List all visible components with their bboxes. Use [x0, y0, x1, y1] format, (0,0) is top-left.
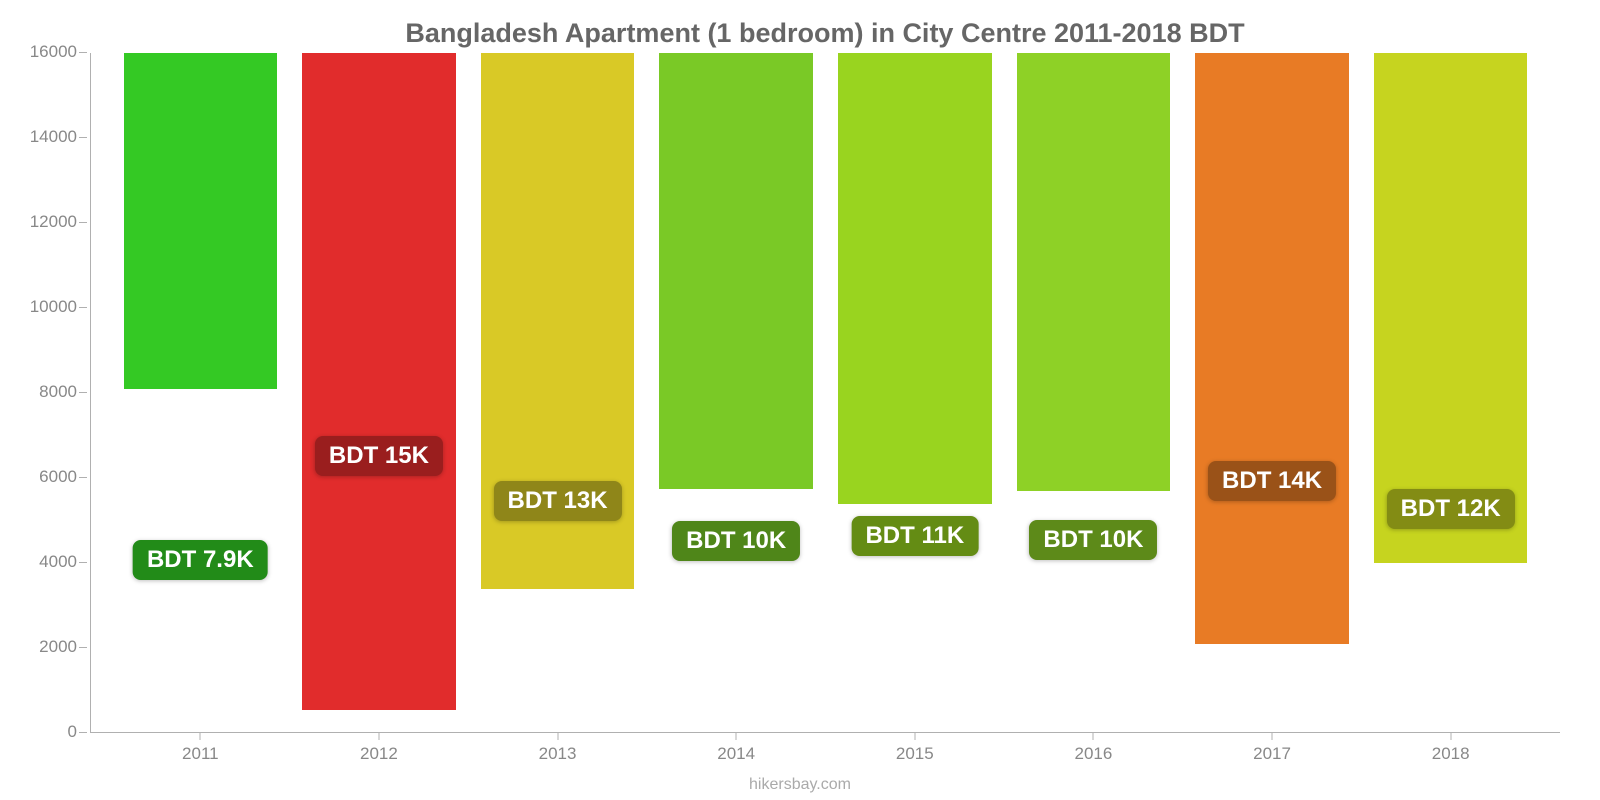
y-tick	[79, 732, 87, 733]
bar	[1195, 53, 1349, 644]
y-tick	[79, 307, 87, 308]
bar-value-label: BDT 10K	[1029, 520, 1157, 560]
bar	[124, 53, 278, 389]
y-tick	[79, 477, 87, 478]
x-tick	[200, 732, 201, 740]
y-tick-label: 14000	[30, 127, 77, 147]
bar	[1017, 53, 1171, 491]
bars-group: BDT 7.9K2011BDT 15K2012BDT 13K2013BDT 10…	[91, 53, 1560, 732]
bar-slot: BDT 15K2012	[290, 53, 469, 732]
y-tick-label: 0	[68, 722, 77, 742]
x-tick	[557, 732, 558, 740]
x-tick	[736, 732, 737, 740]
x-tick-label: 2012	[360, 744, 398, 764]
x-tick-label: 2014	[717, 744, 755, 764]
x-tick-label: 2018	[1432, 744, 1470, 764]
x-tick	[1450, 732, 1451, 740]
bar	[659, 53, 813, 489]
y-tick-label: 6000	[39, 467, 77, 487]
y-tick	[79, 392, 87, 393]
plot-area: BDT 7.9K2011BDT 15K2012BDT 13K2013BDT 10…	[90, 53, 1560, 733]
x-tick-label: 2015	[896, 744, 934, 764]
bar	[302, 53, 456, 710]
y-tick-label: 10000	[30, 297, 77, 317]
chart-footer: hikersbay.com	[0, 776, 1600, 794]
chart-container: Bangladesh Apartment (1 bedroom) in City…	[0, 0, 1600, 800]
bar-value-label: BDT 15K	[315, 436, 443, 476]
bar-slot: BDT 12K2018	[1361, 53, 1540, 732]
bar-value-label: BDT 11K	[851, 516, 978, 556]
bar-slot: BDT 14K2017	[1183, 53, 1362, 732]
bar-value-label: BDT 14K	[1208, 461, 1336, 501]
y-tick	[79, 222, 87, 223]
bar-value-label: BDT 12K	[1387, 489, 1515, 529]
y-tick	[79, 52, 87, 53]
chart-title: Bangladesh Apartment (1 bedroom) in City…	[90, 10, 1560, 53]
bar-value-label: BDT 10K	[672, 521, 800, 561]
bar-slot: BDT 11K2015	[826, 53, 1005, 732]
x-tick-label: 2017	[1253, 744, 1291, 764]
bar	[838, 53, 992, 504]
x-tick-label: 2013	[539, 744, 577, 764]
y-tick-label: 8000	[39, 382, 77, 402]
bar-value-label: BDT 7.9K	[133, 540, 268, 580]
y-tick-label: 16000	[30, 42, 77, 62]
bar-slot: BDT 10K2014	[647, 53, 826, 732]
y-tick-label: 12000	[30, 212, 77, 232]
x-tick	[1272, 732, 1273, 740]
x-tick	[1093, 732, 1094, 740]
bar-slot: BDT 7.9K2011	[111, 53, 290, 732]
bar-value-label: BDT 13K	[494, 481, 622, 521]
y-tick	[79, 137, 87, 138]
y-tick-label: 2000	[39, 637, 77, 657]
bar	[1374, 53, 1528, 563]
bar-slot: BDT 10K2016	[1004, 53, 1183, 732]
x-tick-label: 2016	[1075, 744, 1113, 764]
x-tick	[378, 732, 379, 740]
x-tick	[914, 732, 915, 740]
bar-slot: BDT 13K2013	[468, 53, 647, 732]
y-tick	[79, 647, 87, 648]
x-tick-label: 2011	[182, 744, 219, 764]
y-tick-label: 4000	[39, 552, 77, 572]
y-tick	[79, 562, 87, 563]
